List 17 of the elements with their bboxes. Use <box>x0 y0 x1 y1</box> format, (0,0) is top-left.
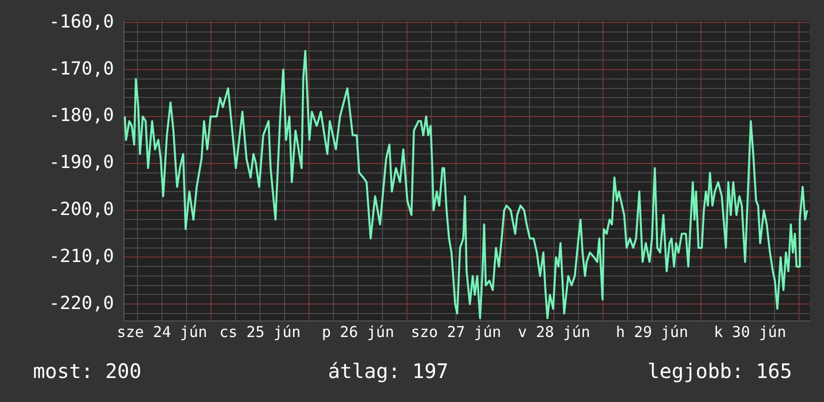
y-tick-label: -220,0 <box>48 292 114 314</box>
x-tick-label: szo 27 jún <box>410 322 502 341</box>
y-tick-label: -160,0 <box>48 11 114 32</box>
y-tick-label: -210,0 <box>48 246 114 267</box>
text: átlag: 197 <box>328 359 448 383</box>
x-tick-label: sze 24 jún <box>116 322 208 341</box>
y-tick-label: -200,0 <box>48 198 114 220</box>
x-tick-label: p 26 jún <box>322 322 394 341</box>
text: most: 200 <box>33 359 142 383</box>
y-tick-label: -170,0 <box>48 58 114 80</box>
x-tick-label: v 28 jún <box>518 322 590 341</box>
x-tick-label: h 29 jún <box>616 322 688 341</box>
x-tick-label: cs 25 jún <box>219 322 301 341</box>
y-tick-label: -190,0 <box>48 152 114 174</box>
text: legjobb: 165 <box>648 359 792 383</box>
y-tick-label: -180,0 <box>48 105 114 126</box>
x-tick-label: k 30 jún <box>714 322 786 341</box>
